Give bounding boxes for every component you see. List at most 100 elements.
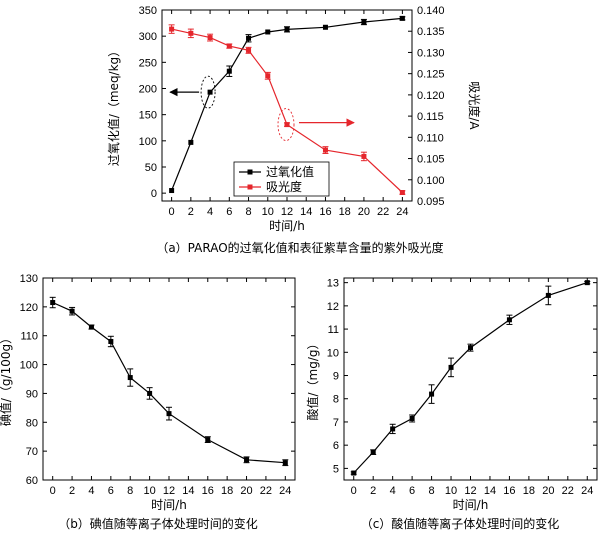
data-point: [361, 153, 367, 159]
x-axis-label: 时间/h: [453, 498, 489, 512]
x-tick-label: 18: [221, 485, 233, 497]
x-tick-label: 20: [358, 206, 370, 218]
annotation-ellipse-peroxide: [200, 75, 216, 109]
y-axis-label: 碘值/（g/100g）: [0, 332, 13, 426]
x-tick-label: 22: [562, 485, 574, 497]
y-tick-label: 7: [333, 417, 339, 429]
x-tick-label: 14: [300, 206, 312, 218]
y-right-tick-label: 0.105: [417, 154, 445, 166]
y-tick-label: 150: [139, 110, 157, 122]
y-tick-label: 80: [26, 417, 38, 429]
series-line: [353, 282, 588, 474]
x-tick-label: 2: [69, 485, 75, 497]
y-tick-label: 6: [333, 440, 339, 452]
x-tick-label: 18: [339, 206, 351, 218]
y-right-tick-label: 0.100: [417, 175, 445, 187]
legend-marker: [247, 169, 253, 175]
x-tick-label: 12: [281, 206, 293, 218]
data-point: [169, 188, 175, 194]
x-tick-label: 6: [226, 206, 232, 218]
x-tick-label: 10: [262, 206, 274, 218]
x-tick-label: 10: [143, 485, 155, 497]
x-tick-label: 16: [503, 485, 515, 497]
x-tick-label: 16: [319, 206, 331, 218]
data-point: [409, 415, 415, 421]
y-tick-label: 110: [20, 331, 38, 343]
x-tick-label: 2: [188, 206, 194, 218]
caption-a: （a）PARAO的过氧化值和表征紫草含量的紫外吸光度: [156, 240, 443, 255]
data-point: [584, 280, 590, 286]
y-tick-label: 0: [151, 188, 157, 200]
y-axis-label: 过氧化值/（meq/kg）: [106, 45, 121, 166]
x-tick-label: 22: [377, 206, 389, 218]
y-tick-label: 90: [26, 388, 38, 400]
y-tick-label: 50: [145, 162, 157, 174]
y-tick-label: 300: [139, 31, 157, 43]
data-point: [284, 122, 290, 128]
x-tick-label: 0: [351, 485, 357, 497]
data-point: [265, 73, 271, 79]
data-point: [246, 47, 252, 53]
x-tick-label: 16: [202, 485, 214, 497]
annotation-ellipse-absorbance: [277, 108, 295, 142]
data-point: [108, 338, 114, 344]
data-point: [205, 437, 211, 443]
data-point: [207, 89, 213, 95]
y-tick-label: 120: [20, 302, 38, 314]
series-line: [171, 28, 403, 193]
x-tick-label: 24: [581, 485, 593, 497]
data-point: [282, 460, 288, 466]
x-tick-label: 0: [169, 206, 175, 218]
series-line: [52, 301, 286, 464]
y-tick-label: 10: [327, 347, 339, 359]
data-point: [244, 457, 250, 463]
data-point: [468, 345, 473, 351]
data-point: [127, 375, 133, 381]
legend-box: [233, 161, 330, 197]
data-point: [166, 411, 172, 417]
data-point: [399, 15, 405, 21]
x-tick-label: 20: [240, 485, 252, 497]
x-tick-label: 10: [445, 485, 457, 497]
x-tick-label: 14: [182, 485, 194, 497]
data-point: [399, 190, 405, 196]
caption-c: （c）酸值随等离子体处理时间的变化: [361, 516, 560, 531]
series-line: [171, 17, 403, 191]
y-tick-label: 200: [139, 83, 157, 95]
x-tick-label: 4: [390, 485, 396, 497]
y-right-axis-label: 吸光度/A: [467, 81, 482, 130]
plot-frame: [42, 277, 296, 481]
x-tick-label: 6: [409, 485, 415, 497]
x-tick-label: 22: [260, 485, 272, 497]
legend-label: 过氧化值: [266, 164, 314, 179]
data-point: [351, 470, 357, 476]
y-tick-label: 250: [139, 57, 157, 69]
y-tick-label: 11: [328, 324, 339, 336]
data-point: [322, 147, 328, 153]
y-tick-label: 100: [20, 360, 38, 372]
y-tick-label: 350: [139, 5, 157, 17]
y-tick-label: 13: [327, 278, 339, 290]
data-point: [50, 300, 56, 306]
chart-a: 0 2 4 6 8 10 12 14 16 18 20 22 24时间/h050100150200250…: [106, 5, 482, 233]
data-point: [147, 390, 153, 396]
data-point: [506, 317, 512, 323]
y-tick-label: 130: [20, 273, 38, 285]
legend-label: 吸光度: [266, 179, 302, 194]
data-point: [207, 35, 213, 41]
x-tick-label: 6: [108, 485, 114, 497]
data-point: [226, 43, 232, 49]
data-point: [226, 68, 232, 74]
x-tick-label: 8: [245, 206, 251, 218]
data-point: [265, 29, 271, 35]
y-tick-label: 8: [333, 394, 339, 406]
y-tick-label: 70: [26, 446, 38, 458]
data-point: [448, 364, 454, 370]
data-point: [545, 292, 551, 298]
x-tick-label: 4: [88, 485, 94, 497]
data-point: [88, 324, 94, 330]
data-point: [429, 391, 435, 397]
y-right-tick-label: 0.095: [417, 196, 445, 208]
chart-c: 0 2 4 6 8 10 12 14 16 18 20 22 24时间/h5678910111213酸值…: [305, 277, 598, 512]
